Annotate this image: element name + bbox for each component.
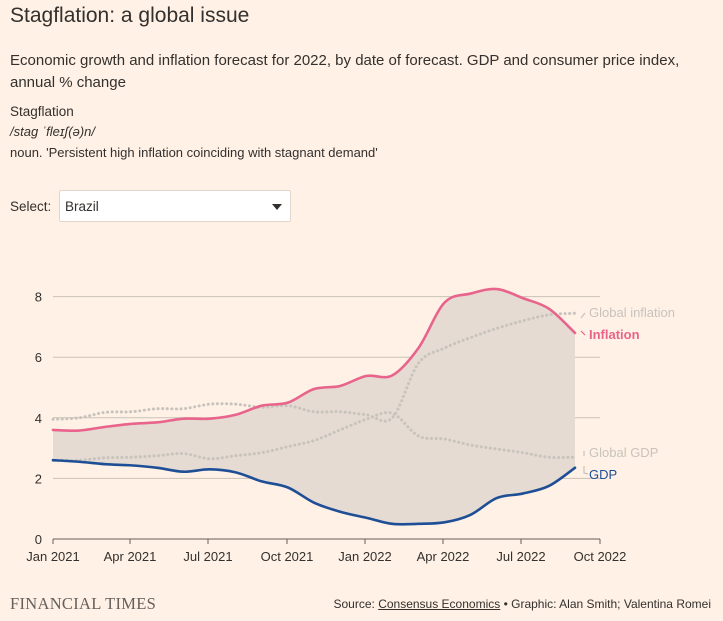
source-note: Source: Consensus Economics • Graphic: A… xyxy=(333,597,711,611)
y-tick-label: 2 xyxy=(35,471,42,486)
connector-inflation xyxy=(580,330,586,336)
definition-meaning: noun. 'Persistent high inflation coincid… xyxy=(10,145,378,160)
source-suffix: • Graphic: Alan Smith; Valentina Romei xyxy=(500,597,711,611)
definition-pronunciation: /stag ˈfleɪʃ(ə)n/ xyxy=(10,124,95,139)
series-labels: Global inflation Inflation Global GDP GDP xyxy=(580,305,675,482)
y-tick-label: 4 xyxy=(35,411,42,426)
label-gdp: GDP xyxy=(589,467,617,482)
gap-band xyxy=(53,288,575,525)
label-inflation: Inflation xyxy=(589,327,640,342)
x-axis-ticks: Jan 2021 Apr 2021 Jul 2021 Oct 2021 Jan 2022… xyxy=(26,539,626,564)
series-lines xyxy=(51,287,577,526)
chevron-down-icon[interactable] xyxy=(272,204,282,210)
country-select-value: Brazil xyxy=(65,199,99,214)
y-tick-label: 0 xyxy=(35,532,42,547)
x-tick-label: Jul 2021 xyxy=(183,549,232,564)
y-tick-label: 8 xyxy=(35,290,42,305)
x-tick-label: Oct 2022 xyxy=(574,549,627,564)
series-inflation xyxy=(51,287,577,432)
label-global-gdp: Global GDP xyxy=(589,445,658,460)
label-global-inflation: Global inflation xyxy=(589,305,675,320)
country-select[interactable]: Brazil xyxy=(59,190,291,222)
x-tick-label: Jul 2022 xyxy=(496,549,545,564)
y-axis-ticks: 0 2 4 6 8 xyxy=(35,290,42,547)
select-label: Select: xyxy=(10,199,52,214)
definition-term: Stagflation xyxy=(10,104,74,119)
source-prefix: Source: xyxy=(333,597,379,611)
source-link[interactable]: Consensus Economics xyxy=(378,597,501,611)
x-tick-label: Oct 2021 xyxy=(261,549,314,564)
series-gdp xyxy=(51,458,577,526)
y-tick-label: 6 xyxy=(35,350,42,365)
series-global-inflation xyxy=(51,311,577,423)
x-tick-label: Jan 2022 xyxy=(338,549,392,564)
connector-global-inflation xyxy=(580,312,586,319)
chart-subtitle: Economic growth and inflation forecast f… xyxy=(10,52,680,91)
ft-logo: FINANCIAL TIMES xyxy=(10,594,157,613)
connector-gdp xyxy=(583,466,589,475)
chart-title: Stagflation: a global issue xyxy=(10,4,250,27)
x-tick-label: Jan 2021 xyxy=(26,549,80,564)
x-tick-label: Apr 2021 xyxy=(104,549,157,564)
series-global-gdp xyxy=(51,411,577,462)
x-tick-label: Apr 2022 xyxy=(417,549,470,564)
